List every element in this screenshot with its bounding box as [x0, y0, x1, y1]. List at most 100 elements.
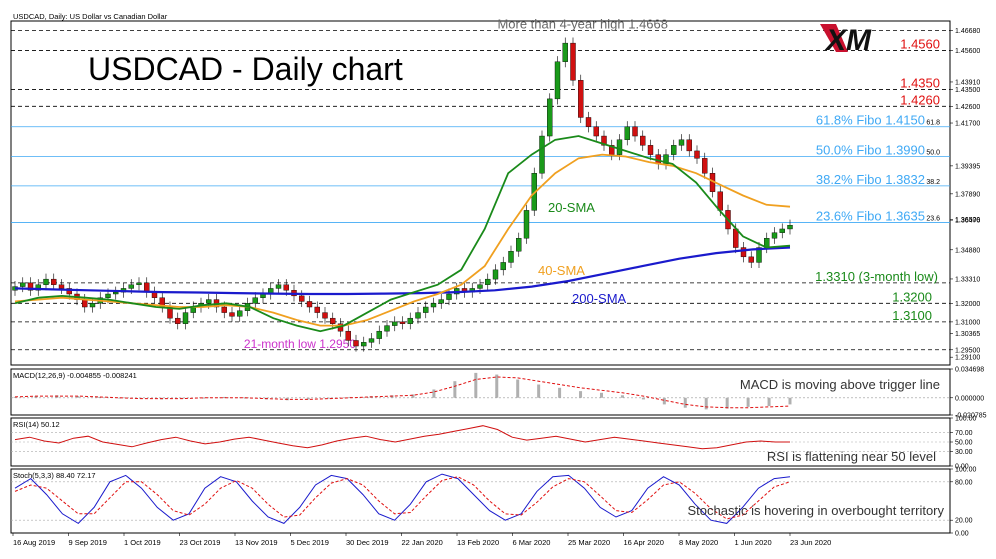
candle-body [562, 42, 568, 62]
xtick-label: 16 Aug 2019 [13, 538, 55, 547]
fibo-tag-6: 38.2 [926, 179, 940, 186]
macd-bar [453, 381, 457, 398]
price-ytick-label: 1.42600 [955, 104, 980, 111]
macd-signal-line [14, 376, 791, 409]
sma200-label: 200-SMA [572, 291, 627, 306]
xtick-label: 22 Jan 2020 [402, 538, 443, 547]
xtick-label: 30 Dec 2019 [346, 538, 389, 547]
candle-body [578, 80, 584, 118]
chart-title: USDCAD - Daily chart [88, 51, 403, 87]
macd-bar [495, 374, 499, 398]
candle-body [136, 282, 142, 285]
price-ytick-label: 1.31000 [955, 319, 980, 326]
candle-body [399, 321, 406, 324]
xtick-label: 16 Apr 2020 [624, 538, 664, 547]
candle-body [27, 282, 34, 291]
macd-bar [620, 395, 624, 398]
price-ytick-label: 1.29100 [955, 355, 980, 362]
candle-body [89, 303, 96, 308]
candle-body [182, 312, 189, 324]
candle-body [43, 278, 49, 285]
rsi-annotation: RSI is flattening near 50 level [767, 449, 936, 464]
macd-bar [641, 397, 645, 400]
candle-body [787, 225, 793, 230]
candle-body [237, 310, 243, 317]
candle-body [756, 247, 762, 263]
candle-body [376, 330, 382, 339]
price-ytick-label: 1.41700 [955, 121, 980, 128]
macd-bar [327, 397, 331, 399]
xtick-label: 9 Sep 2019 [69, 538, 107, 547]
xtick-label: 23 Oct 2019 [180, 538, 221, 547]
macd-bar [76, 396, 80, 398]
macd-bar [13, 396, 17, 398]
candle-body [585, 117, 592, 127]
macd-bar [725, 397, 729, 409]
macd-bar [537, 384, 541, 398]
rsi-ytick-label: 30.00 [955, 449, 973, 456]
macd-bar [306, 397, 310, 400]
candle-body [361, 342, 367, 347]
macd-ytick-label: 0.000000 [955, 395, 984, 402]
macd-bar [516, 379, 520, 398]
candle-body [82, 299, 88, 308]
stoch-ytick-label: 80.00 [955, 479, 973, 486]
macd-bar [599, 392, 603, 398]
candle-body [593, 126, 599, 137]
xm-logo-mark [820, 24, 848, 52]
candle-body [554, 61, 561, 100]
xtick-label: 13 Feb 2020 [457, 538, 499, 547]
price-ytick-label: 1.46680 [955, 28, 980, 35]
price-ytick-label: 1.33310 [955, 276, 980, 283]
candle-body [624, 126, 630, 140]
candle-body [671, 145, 677, 155]
candle-body [314, 306, 320, 313]
rsi-ytick-label: 0.00 [955, 464, 969, 471]
xtick-label: 25 Mar 2020 [568, 538, 610, 547]
xm-logo: XM [820, 24, 872, 57]
macd-bar [767, 397, 771, 407]
price-ytick-label: 1.34880 [955, 247, 980, 254]
level-label-11: 21-month low 1.2950 [244, 337, 356, 351]
candle-body [647, 145, 654, 155]
macd-header: MACD(12,26,9) -0.004855 -0.008241 [13, 371, 137, 380]
candle-body [430, 303, 437, 308]
candle-body [283, 284, 289, 291]
macd-bar [97, 396, 101, 398]
candle-body [632, 126, 638, 137]
price-ytick-label: 1.36476 [955, 218, 980, 225]
candle-body [500, 262, 506, 271]
candle-body [322, 312, 328, 319]
fibo-tag-7: 23.6 [926, 215, 940, 222]
level-label-2: 1.4350 [900, 76, 940, 91]
sma20-label: 20-SMA [548, 200, 595, 215]
rsi-ytick-label: 70.00 [955, 430, 973, 437]
candle-body [20, 282, 26, 287]
macd-annotation: MACD is moving above trigger line [740, 377, 940, 392]
symbol-header: USDCAD, Daily: US Dollar vs Canadian Dol… [13, 12, 168, 21]
candle-body [252, 297, 258, 304]
macd-bar [746, 397, 750, 407]
rsi-ytick-label: 100.00 [955, 416, 977, 423]
sma20-line [14, 135, 791, 333]
candle-body [175, 317, 181, 324]
candle-body [570, 42, 576, 81]
candle-body [616, 139, 623, 155]
macd-bar [662, 397, 666, 405]
price-ytick-label: 1.32000 [955, 301, 980, 308]
stoch-ytick-label: 0.00 [955, 531, 969, 538]
fibo-tag-4: 61.8 [926, 120, 940, 127]
macd-bar [474, 372, 478, 398]
macd-bar [788, 397, 792, 405]
macd-bar [118, 397, 122, 399]
sma40-label: 40-SMA [538, 263, 585, 278]
macd-bar [579, 391, 583, 398]
macd-bar [558, 387, 562, 398]
xtick-label: 6 Mar 2020 [513, 538, 551, 547]
candle-body [407, 317, 413, 324]
xtick-label: 8 May 2020 [679, 538, 718, 547]
price-ytick-label: 1.39395 [955, 163, 980, 170]
candle-body [368, 338, 375, 343]
candle-body [384, 325, 390, 332]
